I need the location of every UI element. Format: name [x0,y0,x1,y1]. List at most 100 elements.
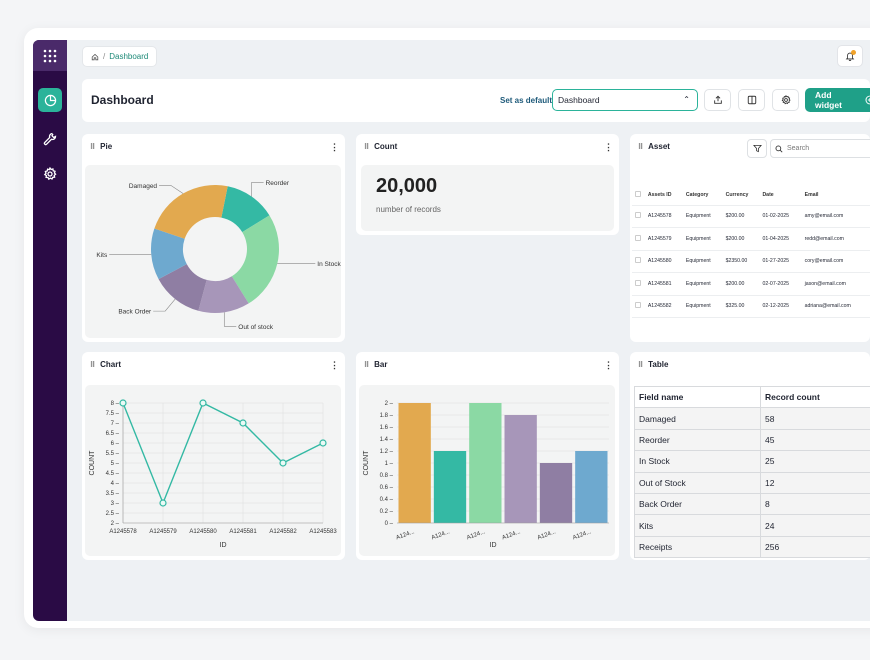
table-cell: Kits [634,514,761,537]
share-button[interactable] [704,89,731,111]
table-row[interactable]: A1245579 Equipment $200.00 01-04-2025 re… [632,227,870,251]
data-point [319,439,327,447]
row-checkbox[interactable] [632,227,645,251]
pie-label: In Stock [317,261,341,268]
pie-slice [231,215,279,304]
row-checkbox[interactable] [632,272,645,296]
row-checkbox[interactable] [632,250,645,273]
y-tick-label: 0.6 – [380,485,394,491]
table-row[interactable]: A1245580 Equipment $2350.00 01-27-2025 c… [632,250,870,273]
more-options-icon[interactable]: ⋮ [604,142,613,152]
line-chart-area: 2 – 2.5 – 3 – 3.5 – 4 – 4.5 – 5 – 5.5 – 6 – 6.5 –… [85,385,341,556]
y-tick-label: 3.5 – [106,491,120,497]
row-checkbox[interactable] [632,205,645,228]
sidebar [33,40,67,621]
table-cell: Out of Stock [634,471,761,494]
x-tick-label: A124... [395,529,415,541]
bar [398,403,431,523]
pie-widget: ⠿ Pie ⋮ Reorder In Stock Out of stock Back … [82,134,345,342]
data-point [199,399,207,407]
table-row[interactable]: Kits 24 [634,514,870,537]
table-cell: $200.00 [722,227,760,251]
count-widget: ⠿ Count ⋮ 20,000 number of records [356,134,619,235]
search-placeholder: Search [787,145,810,152]
row-checkbox[interactable] [632,295,645,318]
table-cell: 58 [760,407,870,430]
y-tick-label: 7.5 – [106,411,120,417]
layout-button[interactable] [738,89,765,111]
table-row[interactable]: Back Order 8 [634,492,870,516]
set-default-link[interactable]: Set as default [500,96,553,105]
table-cell: $200.00 [722,272,760,296]
data-point [239,419,247,427]
column-header[interactable]: Assets ID [644,185,683,206]
asset-table: Assets ID Category Currency Date Email A… [632,185,870,318]
gear-icon[interactable] [38,162,62,186]
asset-widget-title: Asset [648,142,670,151]
y-tick-label: 6.5 – [106,431,120,437]
table-row[interactable]: A1245578 Equipment $200.00 01-02-2025 am… [632,205,870,228]
pie-slice [151,228,187,280]
home-icon[interactable] [91,53,99,61]
more-options-icon[interactable]: ⋮ [604,360,613,370]
pie-leader-line [159,185,184,194]
drag-handle-icon[interactable]: ⠿ [364,361,369,369]
x-axis-label: ID [490,542,497,549]
table-cell: Receipts [634,535,761,559]
column-header[interactable]: Category [682,185,723,206]
wrench-icon[interactable] [38,127,62,151]
y-tick-label: 5 – [111,461,120,467]
bar-chart-area: 0 – 0.2 – 0.4 – 0.6 – 0.8 – 1 – 1.2 – 1.4 – 1.6 … [359,385,615,556]
pie-slice [221,186,270,233]
table-cell: A1245578 [644,205,683,228]
column-header[interactable]: Currency [722,185,760,206]
table-row[interactable]: In Stock 25 [634,450,870,473]
y-tick-label: 5.5 – [106,451,120,457]
drag-handle-icon[interactable]: ⠿ [90,361,95,369]
table-row[interactable]: Reorder 45 [634,428,870,452]
bar [504,415,537,523]
more-options-icon[interactable]: ⋮ [330,142,339,152]
asset-widget-header: ⠿ Asset [638,142,670,151]
y-tick-label: 2.5 – [106,511,120,517]
drag-handle-icon[interactable]: ⠿ [364,143,369,151]
filter-button[interactable] [747,139,767,158]
more-options-icon[interactable]: ⋮ [330,360,339,370]
table-cell: jason@email.com [801,272,870,296]
grid-icon[interactable] [38,44,62,68]
pie-slice [198,276,249,313]
y-tick-label: 3 – [111,501,120,507]
select-all-checkbox[interactable] [632,185,645,206]
table-cell: redd@email.com [801,227,870,251]
table-row[interactable]: Receipts 256 [634,535,870,559]
table-row[interactable]: Out of Stock 12 [634,471,870,494]
x-tick-label: A124... [501,529,521,541]
add-widget-button[interactable]: Add widget [805,88,870,112]
y-tick-label: 7 – [111,421,120,427]
breadcrumb-current[interactable]: Dashboard [109,52,149,61]
table-cell: A1245580 [644,250,683,273]
notification-button[interactable] [837,45,863,67]
pie-chart-icon[interactable] [38,88,62,112]
column-header[interactable]: Record count [760,385,870,409]
column-header[interactable]: Date [759,185,802,206]
y-tick-label: 4 – [111,481,120,487]
table-row[interactable]: Damaged 58 [634,407,870,430]
table-cell: Reorder [634,428,761,452]
chevron-up-icon: ⌃ [683,95,690,104]
dashboard-select[interactable]: Dashboard ⌃ [552,89,698,111]
table-cell: 12 [760,471,870,494]
drag-handle-icon[interactable]: ⠿ [638,361,643,369]
column-header[interactable]: Email [801,185,870,206]
settings-button[interactable] [772,89,799,111]
bar-chart: 0 – 0.2 – 0.4 – 0.6 – 0.8 – 1 – 1.2 – 1.4 – 1.6 … [363,401,609,549]
search-input[interactable]: Search [770,139,870,158]
table-row[interactable]: A1245582 Equipment $325.00 02-12-2025 ad… [632,295,870,318]
x-tick-label: A1245583 [309,529,337,535]
drag-handle-icon[interactable]: ⠿ [90,143,95,151]
pie-chart: Reorder In Stock Out of stock Back Order Kit… [96,180,341,331]
column-header[interactable]: Field name [634,385,761,409]
table-row[interactable]: A1245581 Equipment $200.00 02-07-2025 ja… [632,272,870,296]
y-tick-label: 0.4 – [380,497,394,503]
drag-handle-icon[interactable]: ⠿ [638,143,643,151]
